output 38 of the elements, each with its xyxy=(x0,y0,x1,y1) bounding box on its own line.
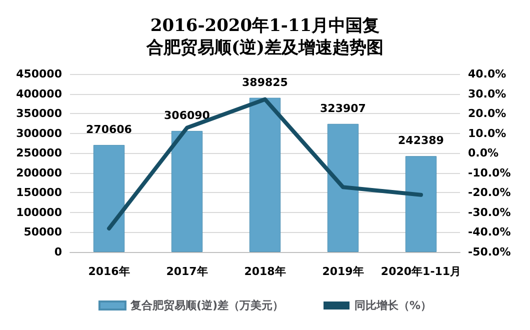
x-tick-label: 2020年1-11月 xyxy=(380,265,462,278)
y-tick-label: 350000 xyxy=(16,107,62,120)
y2-tick-label: -40.0% xyxy=(468,226,511,239)
bar xyxy=(327,124,359,252)
bar xyxy=(93,144,125,252)
y-tick-label: 250000 xyxy=(16,146,62,160)
y-tick-label: 400000 xyxy=(16,87,62,100)
chart-title: 2016-2020年1-11月中国复合肥贸易顺(逆)差及增速趋势图 xyxy=(145,16,384,58)
y2-tick-label: 40.0% xyxy=(468,68,506,80)
text: 270606 xyxy=(86,122,132,136)
y2-tick-label: -20.0% xyxy=(468,186,511,200)
x-tick-label: 2018年 xyxy=(244,265,286,278)
y-tick-label: 100000 xyxy=(16,206,62,219)
x-tick-label: 2019年 xyxy=(322,265,364,278)
bar xyxy=(171,130,203,252)
legend-label: 复合肥贸易顺(逆)差（万美元） xyxy=(129,299,284,312)
y-tick-label: 200000 xyxy=(16,166,62,180)
y2-tick-label: 0.0% xyxy=(468,146,499,160)
y-tick-label: 0 xyxy=(54,246,62,258)
text: 323907 xyxy=(320,102,366,115)
y-tick-label: 300000 xyxy=(16,126,62,140)
y2-tick-label: -30.0% xyxy=(468,206,511,219)
y2-tick-label: 30.0% xyxy=(468,87,506,100)
y2-tick-label: 20.0% xyxy=(468,107,506,120)
bar xyxy=(249,98,281,252)
legend-label: 同比增长（%） xyxy=(354,299,432,312)
y2-tick-label: -50.0% xyxy=(468,246,511,258)
y2-tick-label: 10.0% xyxy=(468,126,506,140)
x-tick-label: 2017年 xyxy=(166,265,208,278)
y-tick-label: 150000 xyxy=(16,186,62,200)
x-tick-label: 2016年 xyxy=(88,265,130,278)
bar xyxy=(405,156,437,252)
text: 242389 xyxy=(398,134,444,148)
y-tick-label: 50000 xyxy=(24,226,62,239)
y2-tick-label: -10.0% xyxy=(468,166,511,180)
y-tick-label: 450000 xyxy=(16,68,62,80)
text: 389825 xyxy=(242,76,288,89)
text: 306090 xyxy=(164,108,210,122)
